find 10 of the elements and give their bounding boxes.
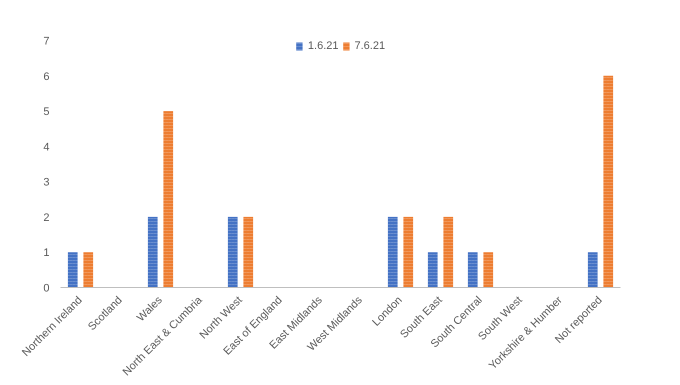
legend-label: 7.6.21: [354, 40, 386, 52]
y-tick-label: 1: [43, 247, 50, 260]
legend-label: 1.6.21: [308, 40, 338, 52]
y-tick-label: 3: [43, 176, 50, 189]
y-tick-label: 0: [43, 282, 50, 294]
y-tick-label: 4: [43, 141, 50, 154]
y-tick-label: 5: [43, 106, 50, 118]
y-tick-label: 6: [43, 70, 50, 83]
y-tick-label: 7: [43, 36, 50, 48]
y-tick-label: 2: [43, 212, 50, 224]
